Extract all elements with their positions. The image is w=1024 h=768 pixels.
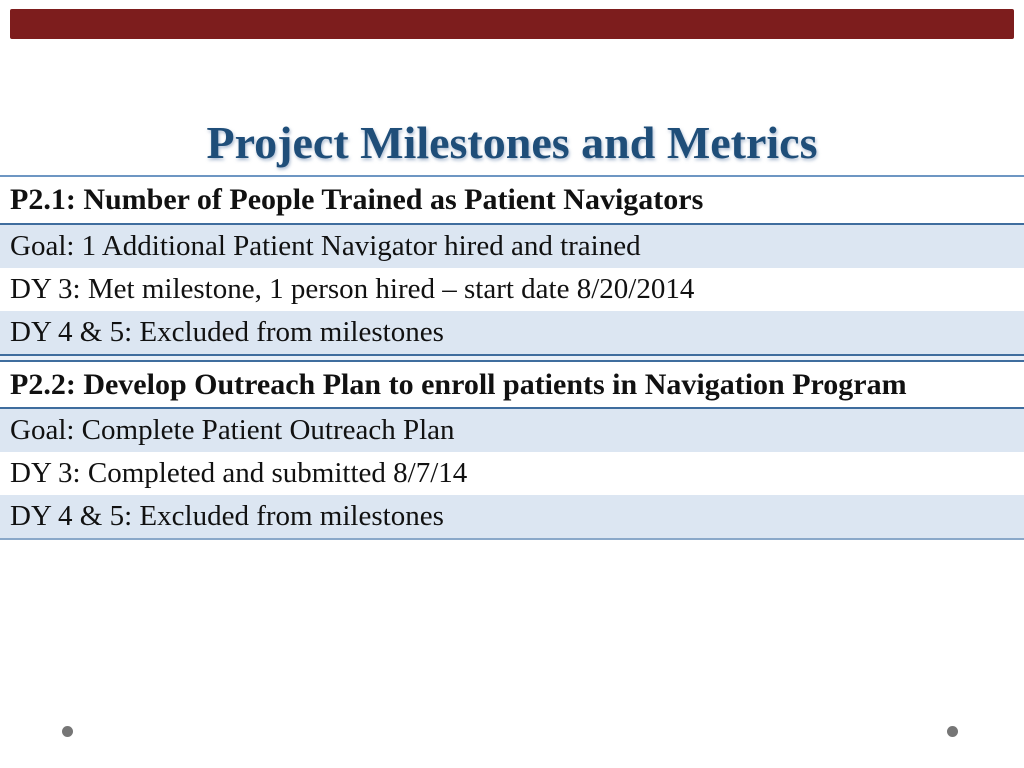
- slide-title: Project Milestones and Metrics: [206, 117, 818, 168]
- footer-dot-left-icon: [62, 726, 73, 737]
- table-row: DY 4 & 5: Excluded from milestones: [0, 311, 1024, 354]
- milestones-table: P2.1: Number of People Trained as Patien…: [0, 175, 1024, 540]
- table-row: Goal: Complete Patient Outreach Plan: [0, 409, 1024, 452]
- table-row: Goal: 1 Additional Patient Navigator hir…: [0, 225, 1024, 268]
- section-divider: [0, 354, 1024, 362]
- section-header-row: P2.2: Develop Outreach Plan to enroll pa…: [0, 362, 1024, 409]
- table-row: DY 3: Met milestone, 1 person hired – st…: [0, 268, 1024, 311]
- top-accent-bar: [10, 9, 1014, 39]
- table-row: DY 4 & 5: Excluded from milestones: [0, 495, 1024, 538]
- footer-dot-right-icon: [947, 726, 958, 737]
- section-header-row: P2.1: Number of People Trained as Patien…: [0, 177, 1024, 225]
- table-row: DY 3: Completed and submitted 8/7/14: [0, 452, 1024, 495]
